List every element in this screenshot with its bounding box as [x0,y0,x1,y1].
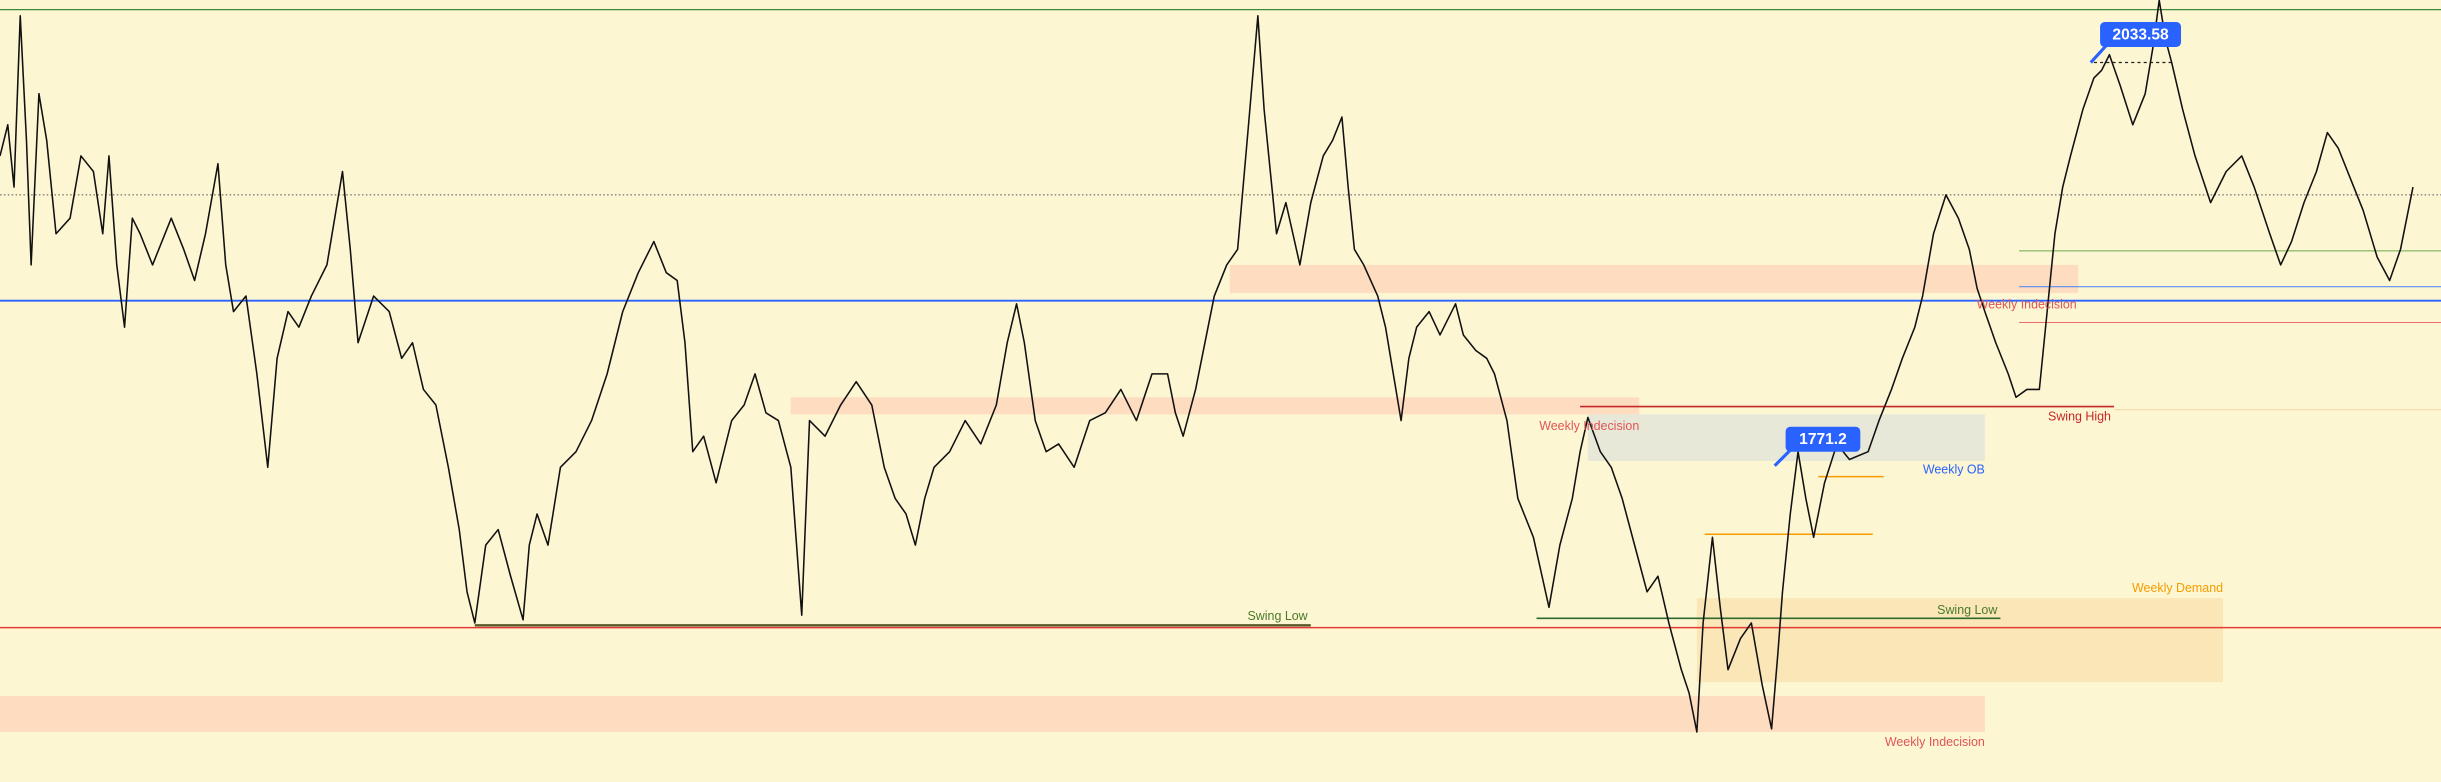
zone-label: Weekly Demand [2132,581,2223,595]
level-label: Swing Low [1248,609,1309,623]
zone-label: Weekly OB [1923,463,1985,477]
zone [1229,264,2079,293]
level-label: Swing Low [1937,603,1998,617]
zone [1696,598,2224,683]
price-tag [1785,426,1861,452]
zone-label: Weekly Indecision [1539,419,1639,433]
zone [790,397,1640,415]
price-line [0,0,2414,733]
price-tag-text: 2033.58 [2112,26,2169,43]
level-label: Swing High [2048,410,2111,424]
zone-label: Weekly Indecision [1885,735,1985,749]
zone-label: Weekly Indecision [1977,298,2077,312]
price-tag-text: 1771.2 [1799,431,1847,448]
zone [0,696,1985,732]
price-tag [2100,22,2182,47]
